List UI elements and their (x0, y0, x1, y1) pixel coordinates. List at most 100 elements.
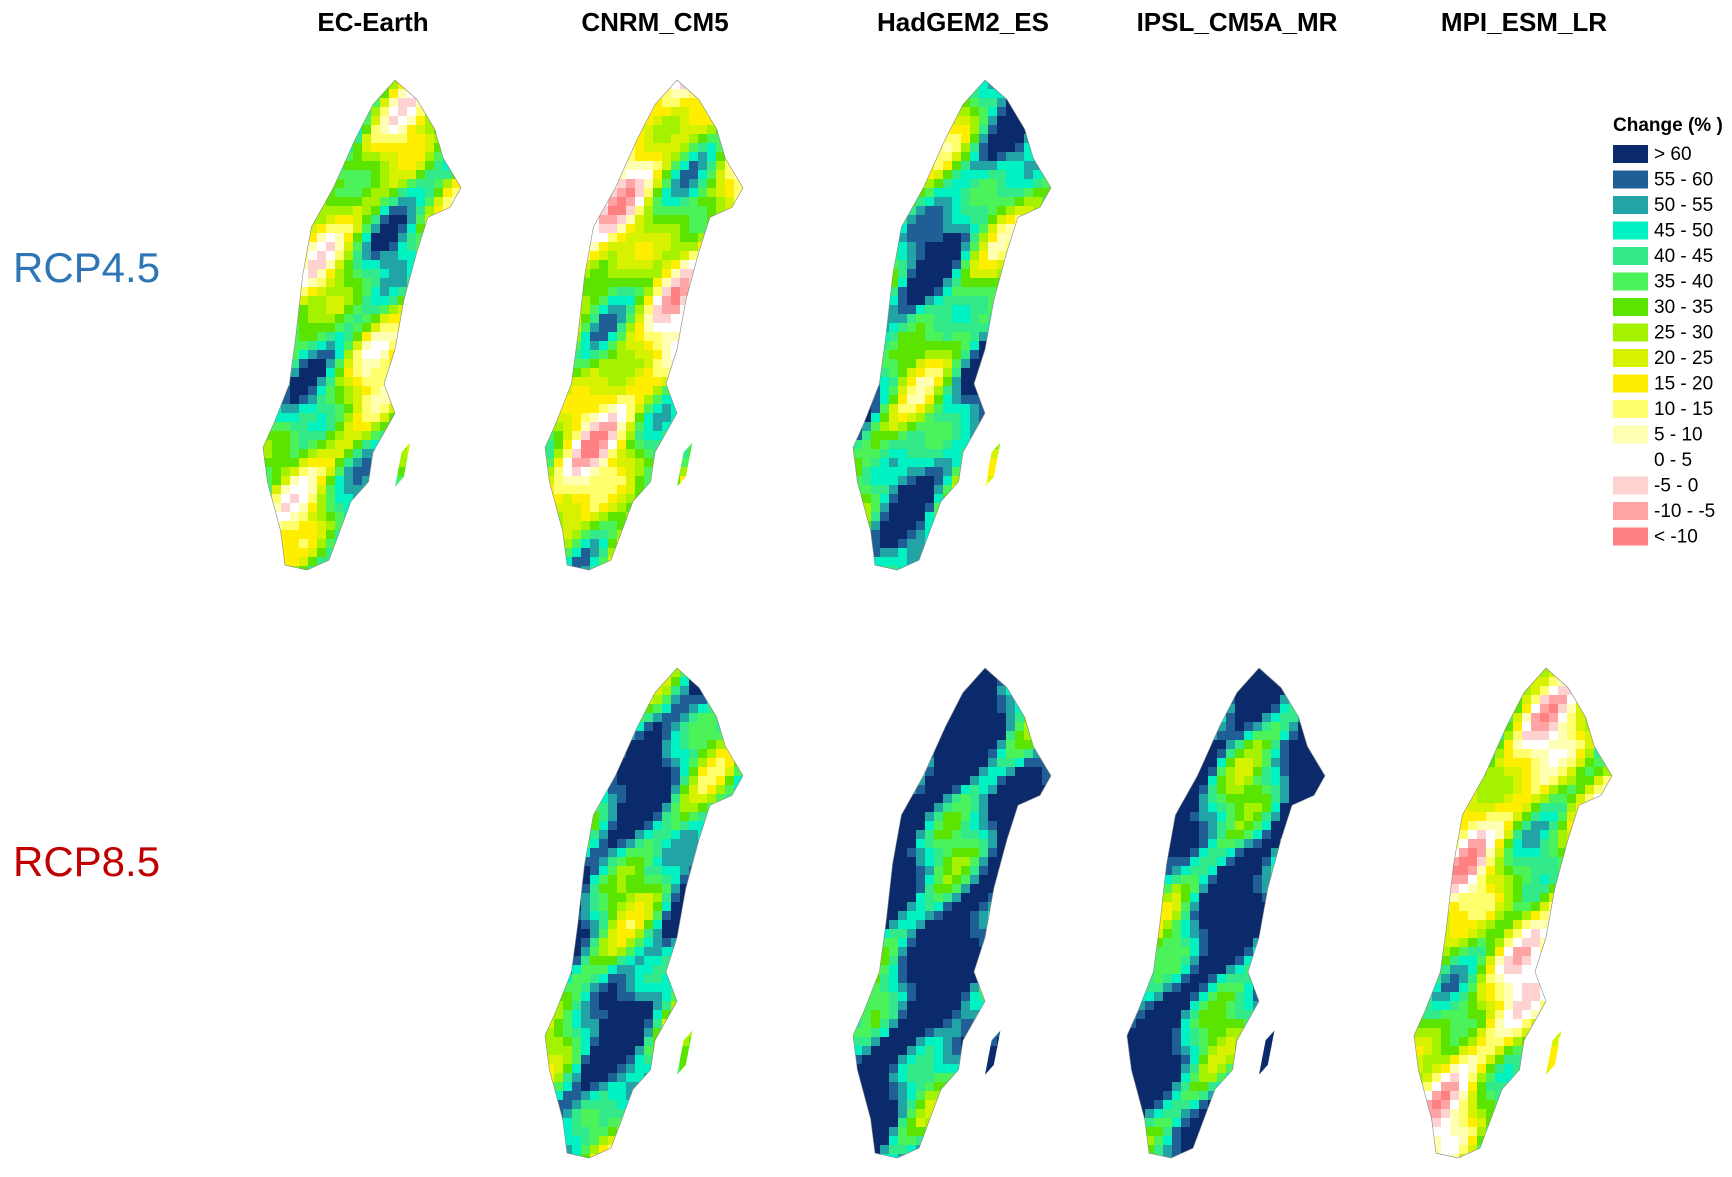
map-cell (1015, 503, 1025, 513)
map-cell (299, 206, 309, 216)
map-cell (407, 233, 417, 243)
map-cell (563, 758, 573, 768)
map-cell (461, 485, 471, 495)
map-cell (988, 539, 998, 549)
map-cell (545, 116, 555, 126)
map-cell (743, 884, 753, 894)
map-cell (434, 170, 444, 180)
map-cell (725, 188, 735, 198)
map-cell (1015, 314, 1025, 324)
map-cell (689, 296, 699, 306)
map-cell (644, 323, 654, 333)
map-cell (961, 278, 971, 288)
map-cell (734, 494, 744, 504)
map-cell (308, 242, 318, 252)
map-cell (344, 224, 354, 234)
map-cell (1033, 260, 1043, 270)
map-cell (716, 422, 726, 432)
map-cell (916, 287, 926, 297)
map-cell (1024, 449, 1034, 459)
map-cell (362, 161, 372, 171)
map-cell (362, 80, 372, 90)
map-cell (326, 224, 336, 234)
map-cell (1006, 278, 1016, 288)
map-cell (734, 713, 744, 723)
map-cell (862, 197, 872, 207)
map-cell (1033, 296, 1043, 306)
map-cell (344, 260, 354, 270)
map-cell (581, 386, 591, 396)
map-cell (752, 296, 762, 306)
map-cell (898, 359, 908, 369)
map-cell (326, 179, 336, 189)
map-cell (1051, 224, 1061, 234)
map-cell (880, 449, 890, 459)
map-cell (871, 503, 881, 513)
map-cell (353, 449, 363, 459)
map-cell (644, 866, 654, 876)
map-cell (344, 80, 354, 90)
map-cell (617, 125, 627, 135)
map-cell (617, 449, 627, 459)
map-cell (734, 722, 744, 732)
map-cell (554, 404, 564, 414)
map-cell (599, 242, 609, 252)
map-cell (362, 548, 372, 558)
map-cell (545, 713, 555, 723)
map-cell (653, 812, 663, 822)
map-cell (862, 440, 872, 450)
map-cell (452, 413, 462, 423)
map-cell (743, 116, 753, 126)
map-cell (581, 812, 591, 822)
map-cell (635, 875, 645, 885)
map-cell (979, 197, 989, 207)
map-cell (1015, 341, 1025, 351)
map-cell (970, 476, 980, 486)
map-cell (1069, 287, 1079, 297)
map-cell (853, 386, 863, 396)
map-cell (581, 749, 591, 759)
map-cell (290, 98, 300, 108)
map-cell (443, 521, 453, 531)
map-cell (761, 947, 771, 957)
map-cell (716, 530, 726, 540)
map-cell (734, 386, 744, 396)
map-cell (299, 233, 309, 243)
map-cell (272, 206, 282, 216)
map-cell (689, 179, 699, 189)
map-cell (1006, 152, 1016, 162)
map-cell (263, 188, 273, 198)
map-cell (1042, 233, 1052, 243)
map-cell (362, 242, 372, 252)
map-cell (871, 98, 881, 108)
map-cell (554, 197, 564, 207)
map-cell (743, 413, 753, 423)
map-cell (862, 233, 872, 243)
map-cell (1051, 269, 1061, 279)
map-cell (997, 458, 1007, 468)
map-cell (970, 152, 980, 162)
map-cell (880, 422, 890, 432)
map-cell (889, 305, 899, 315)
map-cell (862, 395, 872, 405)
map-cell (425, 512, 435, 522)
map-cell (572, 704, 582, 714)
map-cell (979, 386, 989, 396)
map-cell (635, 830, 645, 840)
map-cell (452, 539, 462, 549)
map-cell (943, 512, 953, 522)
map-cell (554, 566, 564, 576)
map-cell (880, 332, 890, 342)
map-cell (1042, 548, 1052, 558)
map-cell (734, 287, 744, 297)
map-cell (626, 485, 636, 495)
map-cell (743, 758, 753, 768)
map-cell (862, 422, 872, 432)
map-cell (317, 431, 327, 441)
map-cell (617, 812, 627, 822)
map-cell (380, 260, 390, 270)
map-cell (344, 233, 354, 243)
map-cell (590, 695, 600, 705)
map-cell (563, 848, 573, 858)
map-cell (1024, 359, 1034, 369)
